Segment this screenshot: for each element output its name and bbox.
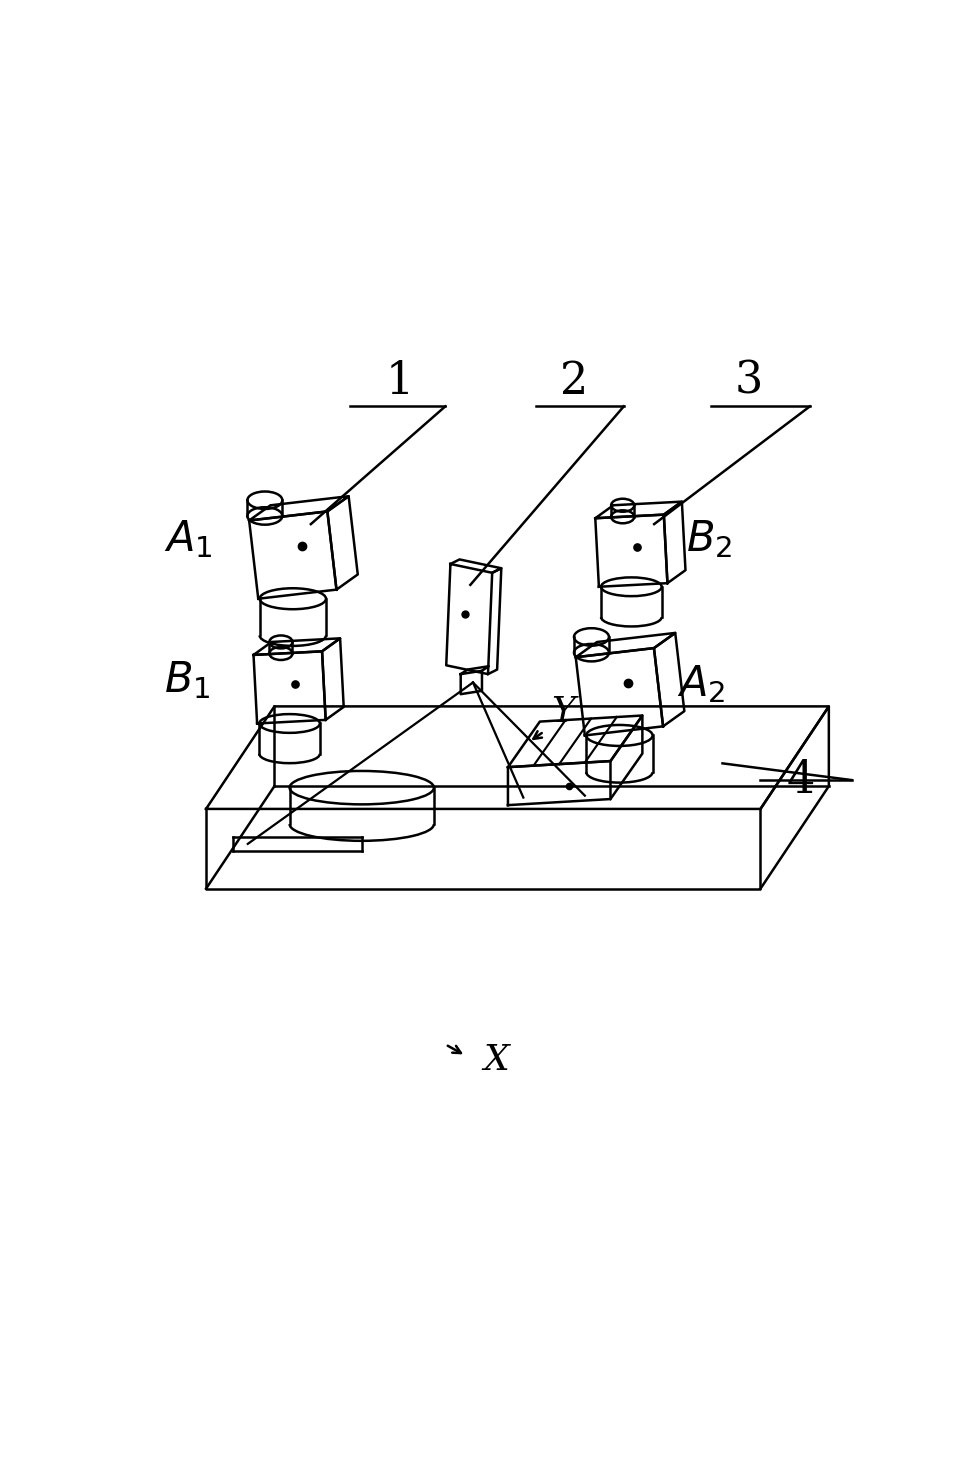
Text: 1: 1 [385,360,414,402]
Text: $A_1$: $A_1$ [165,519,213,560]
Text: Y: Y [552,696,575,730]
Text: $B_2$: $B_2$ [686,519,732,560]
Text: 4: 4 [787,759,815,802]
Text: 2: 2 [561,360,589,402]
Text: X: X [483,1042,509,1076]
Text: $B_1$: $B_1$ [165,659,211,700]
Text: $A_2$: $A_2$ [677,663,725,705]
Text: 3: 3 [735,360,763,402]
